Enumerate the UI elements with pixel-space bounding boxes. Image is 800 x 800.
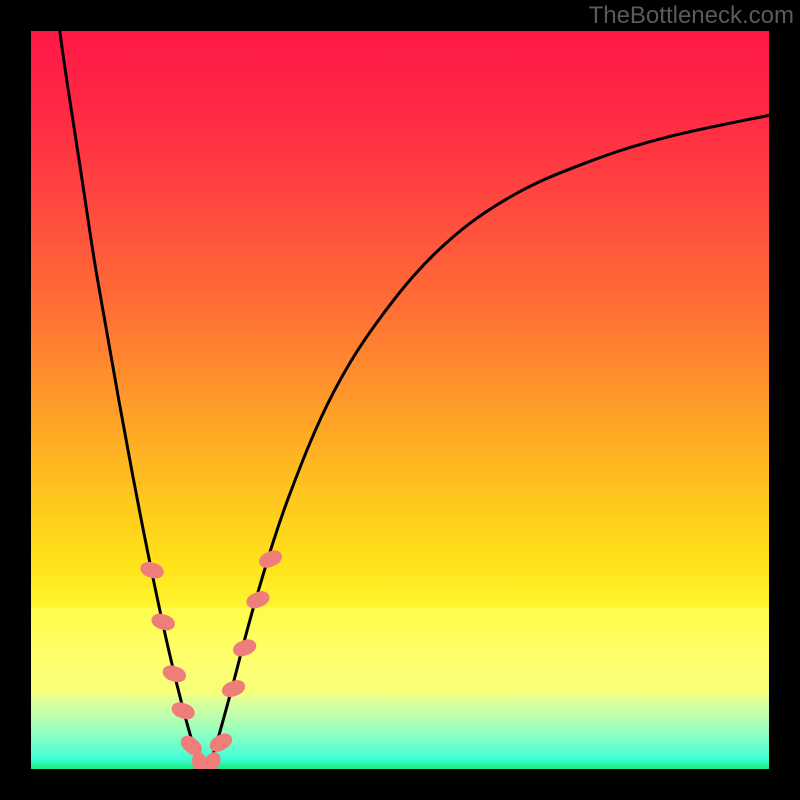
watermark-text: TheBottleneck.com bbox=[589, 2, 794, 30]
chart-svg bbox=[0, 0, 800, 800]
chart-stage: TheBottleneck.com bbox=[0, 0, 800, 800]
